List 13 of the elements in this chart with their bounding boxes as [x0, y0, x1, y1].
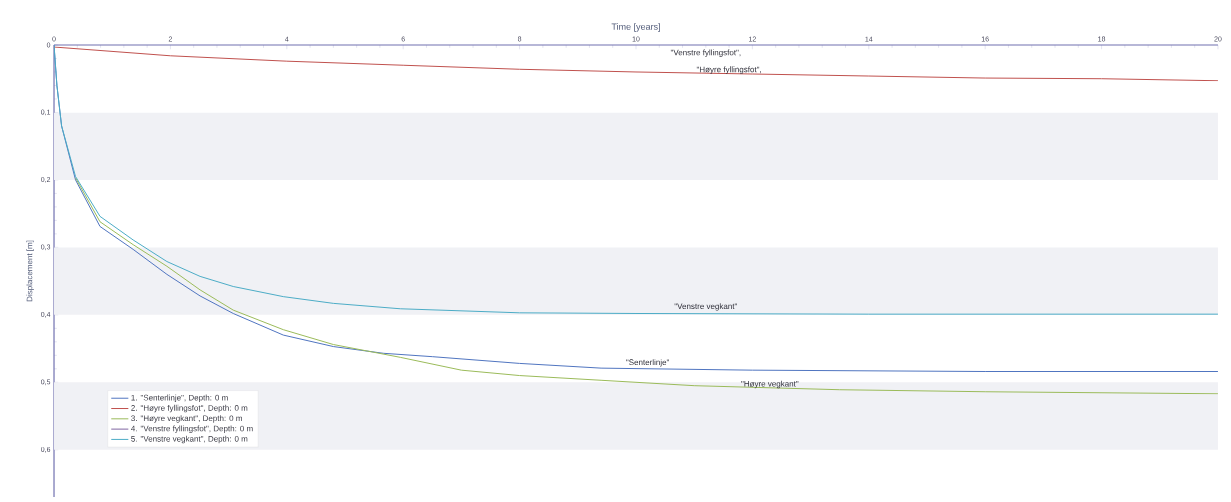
y-axis-title: Displacement [m] — [26, 240, 34, 302]
annotation: "Venstre vegkant" — [674, 303, 737, 311]
annotation: "Høyre fyllingsfot", — [696, 66, 761, 74]
legend-label: 5. "Venstre vegkant", Depth: 0 m — [131, 435, 248, 444]
legend-label: 2. "Høyre fyllingsfot", Depth: 0 m — [131, 404, 248, 413]
legend-label: 4. "Venstre fyllingsfot", Depth: 0 m — [131, 425, 253, 433]
annotation: "Venstre fyllingsfot", — [670, 49, 741, 57]
x-axis-title: Time [years] — [611, 23, 660, 32]
legend-label: 3. "Høyre vegkant", Depth: 0 m — [131, 415, 242, 423]
line-series — [75, 177, 1218, 395]
annotation: "Senterlinje" — [626, 359, 670, 367]
legend-label: 1. "Senterlinje", Depth: 0 m — [131, 394, 228, 403]
annotation: "Høyre vegkant" — [741, 380, 799, 389]
